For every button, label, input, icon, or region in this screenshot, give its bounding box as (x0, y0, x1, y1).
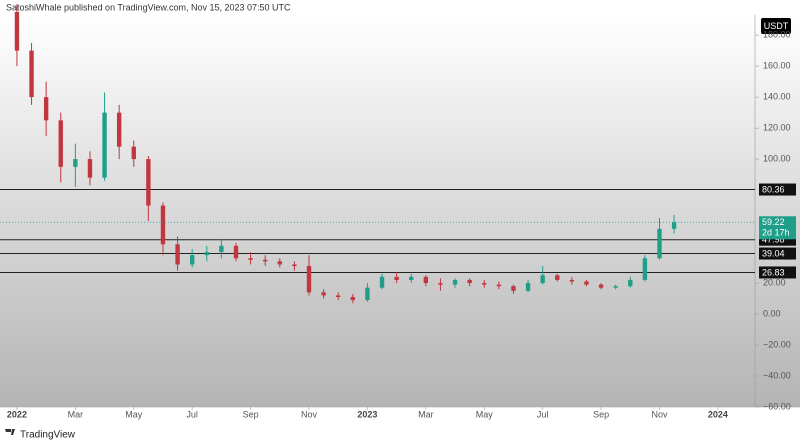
candle-body (175, 244, 180, 265)
candle-body (555, 275, 560, 280)
candle-body (452, 279, 458, 285)
candle-body (467, 279, 472, 284)
candle-body (160, 205, 166, 245)
y-tick-label: 120.00 (763, 122, 791, 132)
plot-background (0, 15, 800, 407)
candle-body (189, 255, 195, 265)
level-label-box (759, 247, 796, 260)
y-tick-label: 180.00 (763, 30, 791, 40)
x-tick-label: Nov (651, 409, 668, 419)
x-tick-label: 2023 (357, 409, 377, 419)
y-tick-label: 20.00 (763, 277, 786, 287)
candle-body (321, 292, 326, 296)
header: SatoshiWhale published on TradingView.co… (6, 2, 291, 12)
candle-body (292, 264, 297, 267)
candle-body (584, 281, 589, 285)
candle-body (87, 159, 93, 178)
y-tick-label: −60.00 (763, 401, 791, 411)
x-tick-label: Nov (301, 409, 318, 419)
y-tick-label: −20.00 (763, 339, 791, 349)
x-tick-label: May (125, 409, 143, 419)
candle-body (671, 222, 677, 229)
candle-body (306, 266, 312, 293)
y-tick-label: 100.00 (763, 153, 791, 163)
candle-body (350, 296, 356, 301)
candle-body (598, 284, 604, 288)
candle-body (379, 276, 385, 288)
candle-body (409, 276, 414, 280)
candle-body (43, 97, 49, 121)
candle-body (116, 112, 122, 147)
level-label: 80.36 (762, 184, 785, 194)
level-label-box (759, 183, 796, 196)
x-tick-label: Sep (593, 409, 609, 419)
level-label-box (759, 266, 796, 279)
candle-body (146, 159, 151, 206)
candle-body (482, 283, 487, 285)
candle-body (58, 120, 63, 167)
candle-body (263, 259, 268, 262)
y-tick-label: 140.00 (763, 91, 791, 101)
candle-body (365, 287, 370, 301)
candle-body (29, 50, 34, 98)
x-tick-label: Mar (418, 409, 434, 419)
candle-body (102, 112, 107, 178)
currency: USDT (764, 21, 789, 31)
level-label: 47.98 (762, 235, 785, 245)
x-tick-label: 2022 (7, 409, 27, 419)
candle-body (423, 276, 429, 284)
candle-body (131, 146, 136, 160)
x-tick-label: 2024 (708, 409, 728, 419)
candle-body (204, 252, 209, 256)
candle-body (496, 284, 502, 287)
candle-body (394, 276, 399, 280)
x-tick-label: Jul (537, 409, 549, 419)
footer: TradingView (20, 430, 76, 441)
level-label: 39.04 (762, 248, 785, 258)
candle-body (277, 261, 282, 265)
candle-body (569, 279, 575, 282)
x-tick-label: Sep (243, 409, 259, 419)
candle-body (642, 258, 648, 280)
candle-body (657, 228, 662, 259)
candle-body (628, 279, 633, 287)
candle-body (525, 283, 531, 291)
last-price-box (759, 216, 796, 240)
countdown: 2d 17h (762, 228, 790, 238)
candle-body (248, 258, 253, 260)
candle-body (219, 245, 224, 253)
candle-body (613, 286, 618, 288)
candle-body (336, 295, 341, 297)
candle-body (73, 159, 78, 167)
x-tick-label: Jul (186, 409, 198, 419)
x-tick-label: May (476, 409, 494, 419)
candle-body (233, 245, 239, 259)
logo (5, 429, 15, 435)
y-tick-label: −40.00 (763, 370, 791, 380)
currency-badge (761, 18, 791, 34)
y-tick-label: 0.00 (763, 308, 781, 318)
x-tick-label: Mar (68, 409, 84, 419)
candle-body (438, 283, 443, 285)
last-price: 59.22 (762, 217, 785, 227)
candle-body (14, 11, 20, 51)
level-label: 26.83 (762, 267, 785, 277)
candle-body (540, 275, 545, 284)
y-tick-label: 160.00 (763, 61, 791, 71)
candle-body (511, 286, 516, 291)
